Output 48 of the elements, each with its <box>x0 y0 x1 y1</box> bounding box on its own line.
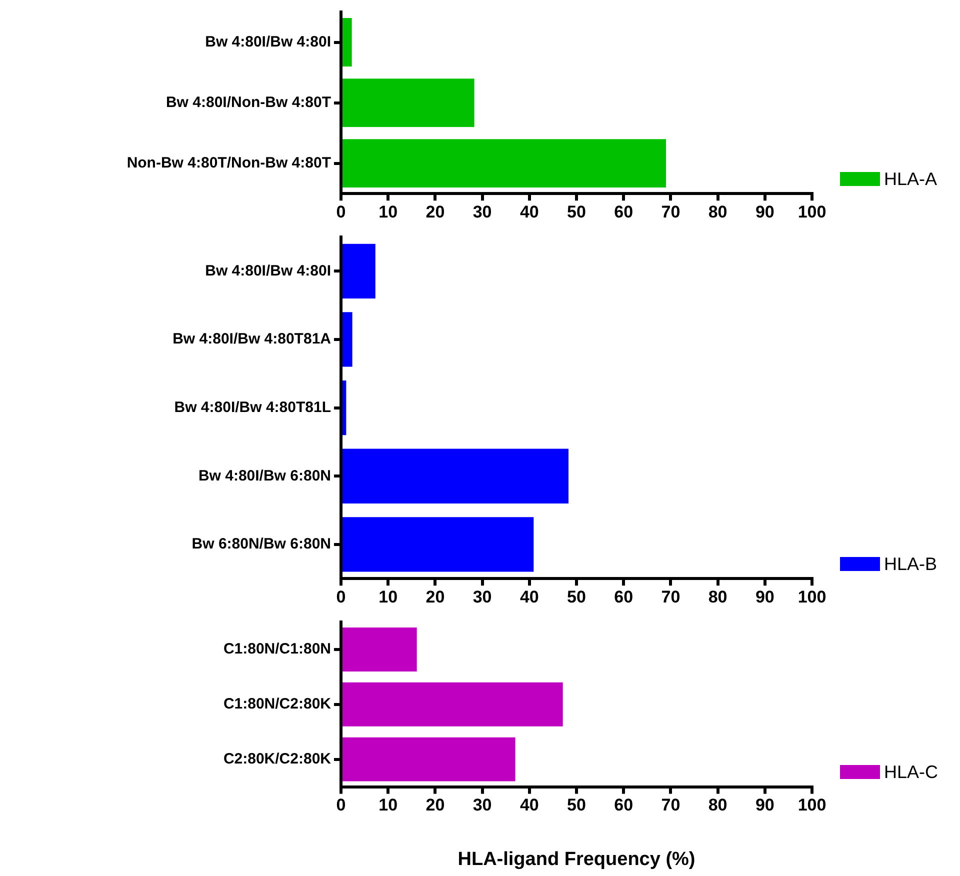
x-tick-label: 0 <box>336 202 346 222</box>
x-tick-label: 80 <box>708 587 728 606</box>
x-tick-label: 100 <box>798 202 826 222</box>
x-tick-label: 10 <box>378 796 398 815</box>
x-tick-label: 40 <box>520 587 539 606</box>
y-tick-label: Non-Bw 4:80T/Non-Bw 4:80T <box>126 154 331 172</box>
x-tick-label: 60 <box>614 587 634 606</box>
y-tick-label: C2:80K/C2:80K <box>223 750 332 768</box>
x-tick-label: 90 <box>755 796 774 815</box>
y-tick-label: Bw 4:80I/Bw 6:80N <box>198 467 331 484</box>
x-tick-label: 0 <box>336 587 346 606</box>
legend-label: HLA-B <box>884 554 938 575</box>
y-tick-label: Bw 4:80I/Non-Bw 4:80T <box>166 94 331 111</box>
legend-label: HLA-A <box>884 168 938 190</box>
y-tick-label: Bw 4:80I/Bw 4:80T81L <box>174 398 331 416</box>
x-tick-label: 70 <box>661 587 680 606</box>
y-tick-label: Bw 6:80N/Bw 6:80N <box>192 536 331 553</box>
x-tick-label: 20 <box>426 202 445 222</box>
y-tick-label: Bw 4:80I/Bw 4:80T81A <box>172 330 332 348</box>
x-tick-label: 60 <box>614 202 634 222</box>
x-tick-label: 0 <box>336 796 346 815</box>
x-tick-label: 10 <box>378 587 398 606</box>
x-tick-label: 30 <box>472 587 492 606</box>
x-tick-label: 40 <box>520 796 539 815</box>
y-tick-label: C1:80N/C1:80N <box>223 640 331 658</box>
x-tick-label: 40 <box>520 202 539 222</box>
x-tick-label: 100 <box>798 587 826 606</box>
x-tick-label: 70 <box>661 796 680 815</box>
x-tick-label: 50 <box>567 796 586 815</box>
x-tick-label: 50 <box>567 587 586 606</box>
x-tick-label: 50 <box>567 202 586 222</box>
x-axis-title: HLA-ligand Frequency (%) <box>458 848 696 870</box>
legend-label: HLA-C <box>884 762 938 783</box>
x-tick-label: 80 <box>708 796 728 815</box>
x-tick-label: 10 <box>378 202 398 222</box>
x-tick-label: 30 <box>472 202 492 222</box>
x-tick-label: 90 <box>755 587 774 606</box>
y-tick-label: C1:80N/C2:80K <box>223 696 332 713</box>
x-tick-label: 20 <box>426 587 445 606</box>
x-tick-label: 80 <box>708 202 728 222</box>
y-tick-label: Bw 4:80I/Bw 4:80I <box>205 33 331 50</box>
y-tick-label: Bw 4:80I/Bw 4:80I <box>205 262 331 280</box>
x-tick-label: 30 <box>472 796 492 815</box>
x-tick-label: 20 <box>426 796 445 815</box>
x-tick-label: 60 <box>614 796 634 815</box>
x-tick-label: 70 <box>661 202 680 222</box>
x-tick-label: 90 <box>755 202 774 222</box>
x-tick-label: 100 <box>798 796 826 815</box>
